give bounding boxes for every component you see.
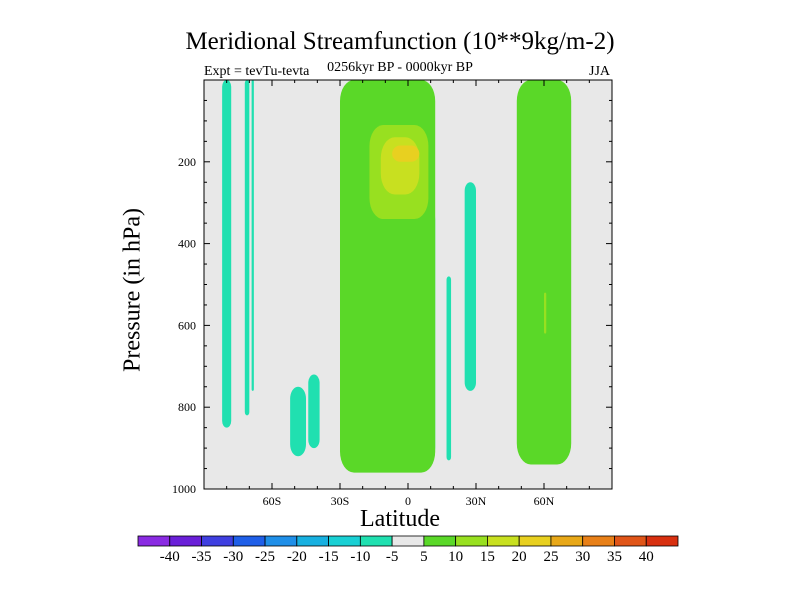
- experiment-label: Expt = tevTu-tevta: [204, 64, 310, 79]
- colorbar-swatch: [328, 535, 361, 547]
- colorbar-swatch: [455, 535, 488, 547]
- contour-positive-5-band-60N: [516, 80, 572, 465]
- colorbar-label: -40: [160, 549, 180, 565]
- y-tick-label: 1000: [172, 482, 196, 496]
- chart-subtitle: 0256kyr BP - 0000kyr BP: [327, 60, 473, 75]
- colorbar-label: -10: [350, 549, 370, 565]
- colorbar-label: 40: [639, 549, 654, 565]
- colorbar-swatch: [614, 535, 647, 547]
- colorbar-swatch: [296, 535, 329, 547]
- contour-negative-5-cell-43S: [308, 374, 320, 449]
- colorbar-swatch: [518, 535, 552, 547]
- colorbar-swatch: [582, 535, 615, 547]
- x-tick-label: 60N: [534, 494, 555, 508]
- colorbar-label: 10: [448, 549, 463, 565]
- colorbar-swatch: [487, 535, 520, 547]
- colorbar-swatch: [232, 535, 266, 547]
- contour-negative-5-thin-68S: [251, 80, 254, 391]
- colorbar-swatch: [391, 535, 425, 547]
- contour-negative-5-band-27N: [464, 182, 476, 391]
- colorbar-swatch: [359, 535, 393, 547]
- chart-title: Meridional Streamfunction (10**9kg/m-2): [185, 28, 615, 55]
- colorbar-swatch: [201, 535, 234, 547]
- colorbar-label: 35: [607, 549, 622, 565]
- colorbar-label: 15: [480, 549, 495, 565]
- contour-negative-5-band-75S: [222, 80, 232, 428]
- colorbar-swatch: [645, 535, 679, 547]
- colorbar-swatch: [550, 535, 584, 547]
- colorbar-label: 5: [420, 549, 428, 565]
- contour-negative-5-cell-50S: [290, 386, 306, 457]
- colorbar-swatch: [137, 535, 171, 547]
- x-tick-label: 60S: [263, 494, 282, 508]
- colorbar-label: -25: [255, 549, 275, 565]
- y-tick-label: 200: [178, 155, 196, 169]
- colorbar-label: 30: [575, 549, 590, 565]
- colorbar-swatch: [264, 535, 298, 547]
- y-tick-label: 800: [178, 400, 196, 414]
- y-tick-label: 600: [178, 318, 196, 332]
- colorbar-label: -20: [287, 549, 307, 565]
- contour-negative-5-thin-18N: [446, 276, 452, 461]
- x-tick-label: 0: [405, 494, 411, 508]
- y-tick-label: 400: [178, 237, 196, 251]
- colorbar-label: -30: [223, 549, 243, 565]
- x-tick-label: 30S: [331, 494, 350, 508]
- x-axis-label: Latitude: [360, 506, 440, 532]
- contour-negative-5-thin-70S: [244, 80, 250, 416]
- colorbar-swatch: [423, 535, 457, 547]
- colorbar-label: -15: [319, 549, 339, 565]
- colorbar-swatch: [169, 535, 202, 547]
- contour-positive-20-jet-max: [392, 145, 420, 162]
- colorbar-label: -5: [386, 549, 399, 565]
- colorbar-label: 25: [543, 549, 558, 565]
- season-label: JJA: [589, 64, 611, 79]
- colorbar-label: -35: [192, 549, 212, 565]
- colorbar-label: 20: [512, 549, 527, 565]
- contour-positive-10-spot-60N: [544, 292, 547, 334]
- x-tick-label: 30N: [466, 494, 487, 508]
